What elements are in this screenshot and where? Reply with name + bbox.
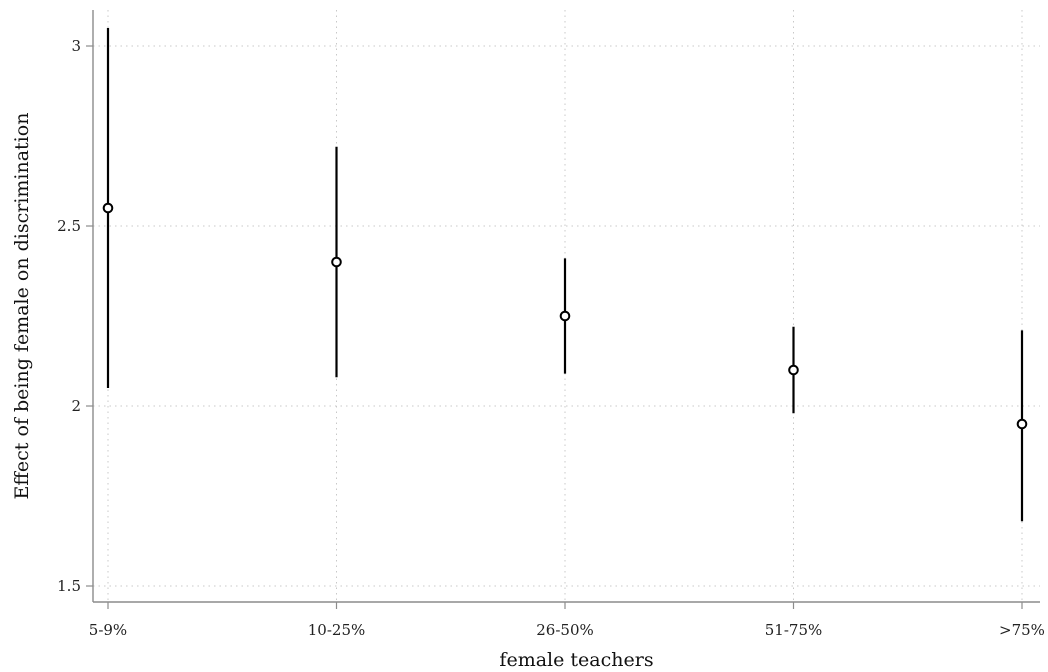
plot-marks bbox=[102, 28, 1028, 522]
data-point bbox=[1016, 418, 1028, 430]
y-tick-label: 2.5 bbox=[57, 217, 81, 235]
x-tick-label: 51-75% bbox=[765, 621, 823, 639]
x-tick-label: 10-25% bbox=[308, 621, 366, 639]
y-tick-label: 2 bbox=[71, 397, 81, 415]
x-tick-label: >75% bbox=[999, 621, 1045, 639]
data-point bbox=[559, 310, 571, 322]
data-point bbox=[102, 202, 114, 214]
y-tick-label: 3 bbox=[71, 37, 81, 55]
x-tick-label: 5-9% bbox=[89, 621, 127, 639]
data-point bbox=[331, 256, 342, 268]
axes bbox=[86, 10, 1040, 609]
tick-labels: 1.5 2 2.5 3 5-9% 10-25% 26-50% 51-75% >75% bbox=[57, 37, 1045, 639]
x-tick-label: 26-50% bbox=[536, 621, 594, 639]
y-axis-title: Effect of being female on discrimination bbox=[11, 113, 33, 500]
x-axis-title: female teachers bbox=[499, 649, 653, 671]
grid bbox=[93, 10, 1040, 602]
y-tick-label: 1.5 bbox=[57, 577, 81, 595]
data-point bbox=[788, 364, 799, 376]
